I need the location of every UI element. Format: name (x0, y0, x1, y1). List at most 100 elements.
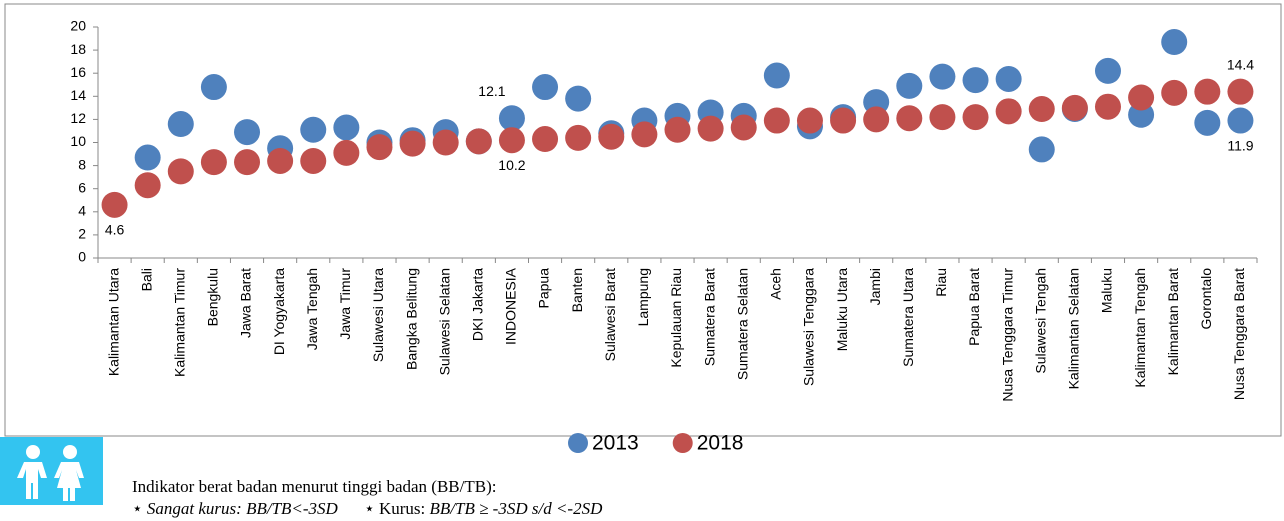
star: ⋆ (364, 499, 379, 518)
note-items: ⋆ Sangat kurus: BB/TB<-3SD ⋆ Kurus: BB/T… (132, 499, 602, 519)
x-tick-label: DI Yogyakarta (271, 268, 287, 355)
dot (498, 127, 525, 154)
dot (1227, 107, 1254, 134)
dot (598, 123, 625, 150)
dot (730, 114, 757, 141)
x-tick-label: Bali (138, 268, 154, 291)
x-tick-label: Jawa Timur (337, 268, 353, 340)
note-title: Indikator berat badan menurut tinggi bad… (132, 477, 497, 496)
note-rule: BB/TB<-3SD (246, 499, 338, 518)
x-tick-label: Banten (569, 268, 585, 312)
dot (432, 129, 459, 156)
x-tick-label: Jawa Barat (238, 268, 254, 338)
y-tick-label: 6 (78, 179, 86, 195)
dot (962, 67, 989, 94)
dot (300, 116, 327, 143)
x-tick-label: Maluku (1099, 268, 1115, 313)
x-tick-label: Riau (933, 268, 949, 297)
x-tick-label: INDONESIA (503, 267, 519, 345)
dot (697, 115, 724, 142)
dot (498, 105, 525, 132)
legend-label: 2013 (592, 432, 639, 455)
y-tick-label: 12 (70, 110, 86, 126)
dot (267, 147, 294, 174)
dot (796, 107, 823, 134)
x-tick-label: Sulawesi Barat (602, 268, 618, 361)
dot (134, 144, 161, 171)
dot (962, 104, 989, 131)
dot (167, 111, 194, 138)
dot (399, 130, 426, 157)
legend-marker (568, 433, 588, 453)
x-tick-label: Bangka Belitung (403, 268, 419, 370)
dot (1028, 96, 1055, 123)
dot (1094, 93, 1121, 120)
x-tick-label: Sulawesi Selatan (436, 268, 452, 375)
x-tick-label: Sulawesi Utara (370, 268, 386, 362)
x-tick-label: Kalimantan Selatan (1066, 268, 1082, 389)
dot (234, 119, 261, 146)
x-tick-label: Nusa Tenggara Timur (999, 268, 1015, 402)
y-tick-label: 14 (70, 87, 86, 103)
y-tick-label: 0 (78, 249, 86, 265)
legend-label: 2018 (697, 432, 744, 455)
dot (995, 98, 1022, 125)
dot (565, 85, 592, 112)
dot (1061, 94, 1088, 121)
x-tick-label: Gorontalo (1198, 268, 1214, 330)
x-tick-label: Kalimantan Barat (1165, 268, 1181, 376)
dot (896, 105, 923, 132)
data-label: 12.1 (478, 83, 505, 99)
dot (1094, 57, 1121, 84)
y-tick-label: 2 (78, 226, 86, 242)
dot (167, 158, 194, 185)
note-label: Kurus: (378, 499, 426, 518)
dot (366, 134, 393, 161)
dot (929, 104, 956, 131)
y-tick-label: 16 (70, 64, 86, 80)
dot (664, 116, 691, 143)
x-tick-label: Bengkulu (205, 268, 221, 326)
dot (929, 63, 956, 90)
dot (830, 107, 857, 134)
dot (532, 74, 559, 101)
x-tick-label: Maluku Utara (834, 268, 850, 351)
dot (200, 149, 227, 176)
dot (896, 72, 923, 99)
x-tick-label: Aceh (768, 268, 784, 300)
y-tick-label: 10 (70, 133, 86, 149)
y-tick-label: 4 (78, 203, 86, 219)
chart-border (4, 3, 1282, 437)
dot (465, 128, 492, 155)
dot (1161, 79, 1188, 106)
x-tick-label: Papua (536, 268, 552, 309)
kids-icon (0, 437, 103, 505)
dot (532, 126, 559, 153)
dot (565, 124, 592, 151)
x-tick-label: Jambi (867, 268, 883, 305)
dot (234, 149, 261, 176)
dot (333, 114, 360, 141)
dot (200, 74, 227, 101)
note-rule: BB/TB ≥ -3SD s/d <-2SD (429, 499, 603, 518)
dot (763, 62, 790, 89)
dot (1194, 78, 1221, 105)
note-label: Sangat kurus: (146, 499, 242, 518)
x-tick-label: Kalimantan Tengah (1132, 268, 1148, 388)
dot (631, 121, 658, 148)
x-tick-label: Kalimantan Timur (171, 268, 187, 377)
x-tick-label: Nusa Tenggara Barat (1231, 268, 1247, 400)
x-tick-label: Sumatera Barat (701, 268, 717, 366)
x-tick-label: Sulawesi Tengah (1032, 268, 1048, 374)
dot (863, 106, 890, 133)
dot (333, 139, 360, 166)
x-tick-label: Sumatera Selatan (734, 268, 750, 380)
x-tick-label: Papua Barat (966, 268, 982, 346)
x-tick-label: Kepulauan Riau (668, 268, 684, 368)
dot (1161, 29, 1188, 56)
dot (134, 172, 161, 199)
data-label: 4.6 (105, 222, 125, 238)
data-label: 14.4 (1227, 56, 1254, 72)
